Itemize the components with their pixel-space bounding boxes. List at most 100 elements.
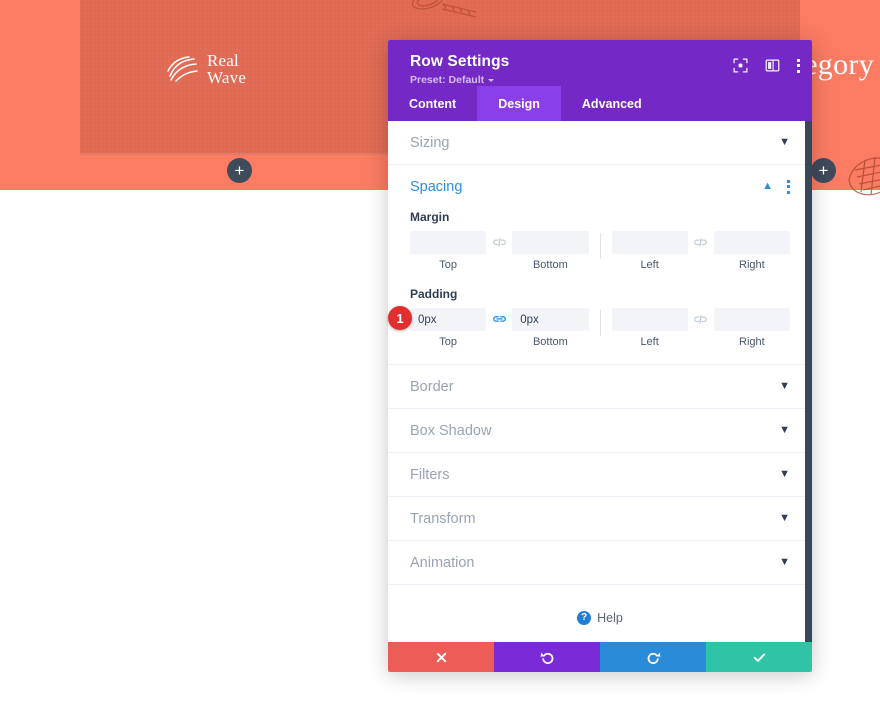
section-spacing-header[interactable]: Spacing ▲ (410, 165, 790, 208)
site-logo: Real Wave (166, 52, 246, 86)
margin-left-label: Left (640, 259, 659, 271)
section-box-shadow-title: Box Shadow (410, 422, 492, 439)
padding-left-right-link-icon[interactable] (688, 308, 714, 331)
wave-logo-icon (167, 56, 198, 82)
section-animation-title: Animation (410, 554, 475, 571)
padding-bottom-cell: Bottom (512, 308, 589, 348)
margin-left-cell: Left (611, 231, 688, 271)
margin-top-input[interactable] (410, 231, 487, 254)
margin-right-input[interactable] (713, 231, 790, 254)
margin-top-label: Top (439, 259, 457, 271)
section-filters: Filters ▼ (388, 453, 812, 497)
decorative-doodle-2-icon (848, 156, 880, 196)
add-row-button-left[interactable]: + (227, 158, 252, 183)
section-sizing-title: Sizing (410, 134, 450, 151)
field-divider (599, 233, 601, 259)
padding-top-input[interactable] (410, 308, 487, 331)
padding-label: Padding (410, 287, 458, 301)
section-border: Border ▼ (388, 365, 812, 409)
margin-bottom-input[interactable] (512, 231, 589, 254)
help-label: Help (597, 611, 623, 625)
close-icon (436, 652, 446, 662)
decorative-doodle-icon (411, 0, 477, 18)
cancel-button[interactable] (388, 642, 494, 672)
padding-bottom-label: Bottom (532, 336, 568, 348)
section-overflow-menu-icon[interactable] (787, 179, 790, 194)
padding-group: Padding Top (410, 287, 790, 348)
margin-top-bottom-link-icon[interactable] (486, 231, 512, 254)
margin-label: Margin (410, 210, 450, 224)
modal-scrollbar[interactable] (805, 121, 812, 642)
margin-group: Margin Top (410, 210, 790, 271)
chevron-down-icon (488, 79, 495, 82)
section-animation: Animation ▼ (388, 541, 812, 585)
section-box-shadow: Box Shadow ▼ (388, 409, 812, 453)
section-transform-title: Transform (410, 510, 476, 527)
margin-right-cell: Right (713, 231, 790, 271)
section-border-title: Border (410, 378, 454, 395)
undo-button[interactable] (494, 642, 600, 672)
chevron-down-icon[interactable]: ▼ (779, 468, 790, 480)
margin-bottom-cell: Bottom (512, 231, 589, 271)
margin-fields: Top (410, 231, 790, 271)
section-border-header[interactable]: Border ▼ (410, 365, 790, 408)
layout-columns-icon[interactable] (765, 58, 780, 73)
padding-left-input[interactable] (611, 308, 688, 331)
margin-top-cell: Top (410, 231, 487, 271)
logo-wordmark: Real Wave (207, 52, 246, 86)
padding-top-label: Top (439, 336, 457, 348)
section-sizing: Sizing ▼ (388, 121, 812, 165)
padding-right-label: Right (739, 336, 765, 348)
margin-bottom-label: Bottom (532, 259, 568, 271)
section-spacing-body: Margin Top (410, 210, 790, 364)
field-divider (599, 310, 601, 336)
add-row-button-right[interactable]: + (811, 158, 836, 183)
section-spacing: Spacing ▲ Margin (388, 165, 812, 365)
padding-right-input[interactable] (713, 308, 790, 331)
question-mark-icon: ? (577, 611, 592, 625)
padding-right-cell: Right (713, 308, 790, 348)
padding-top-cell: Top (410, 308, 487, 348)
chevron-down-icon[interactable]: ▼ (779, 380, 790, 392)
section-transform: Transform ▼ (388, 497, 812, 541)
focus-target-icon[interactable] (733, 58, 748, 73)
chevron-down-icon[interactable]: ▼ (779, 136, 790, 148)
modal-header: Row Settings Preset: Default (388, 40, 812, 86)
section-box-shadow-header[interactable]: Box Shadow ▼ (410, 409, 790, 452)
logo-line-1: Real (207, 51, 239, 70)
tab-design[interactable]: Design (477, 86, 561, 121)
padding-top-bottom-link-icon[interactable] (486, 308, 512, 331)
tab-advanced[interactable]: Advanced (581, 97, 642, 111)
scrollbar-thumb[interactable] (805, 121, 812, 642)
section-spacing-title: Spacing (410, 178, 463, 195)
section-sizing-header[interactable]: Sizing ▼ (410, 121, 790, 164)
margin-right-label: Right (739, 259, 765, 271)
section-filters-title: Filters (410, 466, 450, 483)
row-settings-modal: Row Settings Preset: Default (388, 40, 812, 672)
callout-badge-1: 1 (388, 306, 412, 330)
chevron-down-icon[interactable]: ▼ (779, 512, 790, 524)
chevron-down-icon[interactable]: ▼ (779, 424, 790, 436)
modal-header-actions (733, 58, 800, 73)
tab-content[interactable]: Content (409, 97, 457, 111)
padding-fields: Top (410, 308, 790, 348)
margin-left-right-link-icon[interactable] (688, 231, 714, 254)
chevron-up-icon[interactable]: ▲ (762, 180, 773, 192)
section-filters-header[interactable]: Filters ▼ (410, 453, 790, 496)
modal-tabs: Content Design Advanced (388, 86, 812, 121)
save-button[interactable] (706, 642, 812, 672)
preset-selector[interactable]: Preset: Default (410, 74, 798, 86)
help-link[interactable]: ? Help (388, 585, 812, 625)
section-transform-header[interactable]: Transform ▼ (410, 497, 790, 540)
chevron-down-icon[interactable]: ▼ (779, 556, 790, 568)
redo-button[interactable] (600, 642, 706, 672)
overflow-menu-icon[interactable] (797, 58, 800, 73)
padding-left-cell: Left (611, 308, 688, 348)
padding-bottom-input[interactable] (512, 308, 589, 331)
preset-label: Preset: Default (410, 74, 485, 86)
undo-icon (540, 651, 553, 664)
section-animation-header[interactable]: Animation ▼ (410, 541, 790, 584)
modal-footer (388, 642, 812, 672)
margin-left-input[interactable] (611, 231, 688, 254)
